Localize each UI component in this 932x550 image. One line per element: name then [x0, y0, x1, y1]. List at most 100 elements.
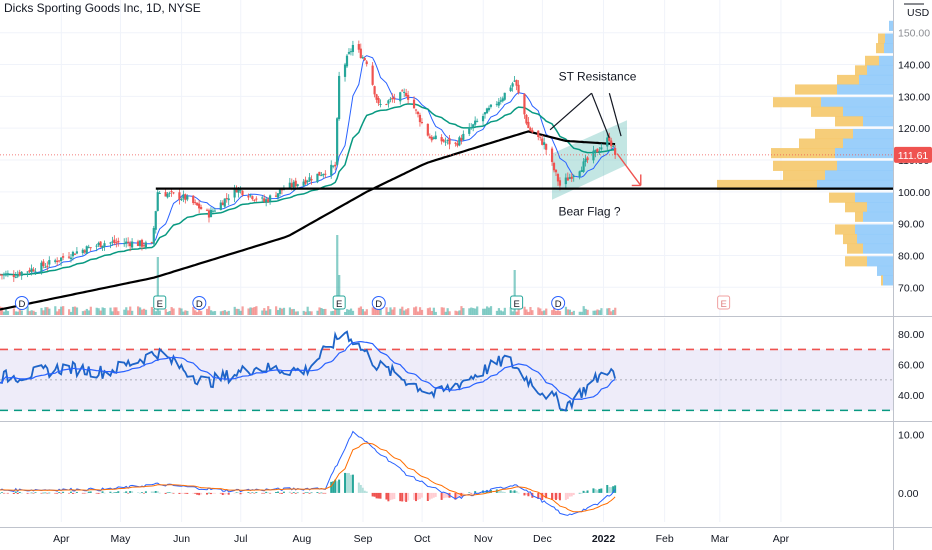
candle-body: [40, 262, 43, 273]
volume-bar: [594, 310, 597, 315]
candle-body: [140, 239, 144, 247]
price-axis-tick: 100.00: [898, 187, 930, 199]
candle-body: [60, 257, 63, 262]
time-axis[interactable]: Apr May Jun Jul Aug Sep Oct Nov Dec 2022 Feb Mar Apr: [53, 533, 789, 545]
volume-profile-bar: [881, 275, 883, 286]
macd-histogram-bar: [454, 492, 457, 500]
candle-body: [418, 114, 422, 123]
macd-histogram-bar: [178, 492, 181, 494]
macd-histogram-bar: [462, 492, 465, 494]
volume-bar: [523, 306, 526, 315]
marker-letter: D: [555, 299, 562, 310]
macd-histogram-bar: [253, 492, 256, 494]
candle-body: [529, 127, 532, 131]
candle-body: [306, 181, 309, 183]
macd-histogram-bar: [0, 492, 1, 494]
candle-body: [263, 198, 266, 202]
macd-histogram-bar: [182, 492, 185, 494]
macd-histogram-bar: [556, 492, 559, 499]
volume-bar: [172, 308, 175, 315]
macd-histogram-bar: [87, 491, 90, 493]
macd-histogram-bar: [89, 491, 92, 493]
candle-body: [274, 195, 278, 197]
currency-label[interactable]: USD: [907, 7, 930, 19]
candle-body: [596, 148, 599, 153]
macd-histogram-bar: [539, 492, 542, 498]
volume-bar: [485, 306, 489, 315]
candle-body: [434, 135, 437, 140]
macd-histogram-bar: [322, 492, 325, 494]
macd-histogram-bar: [48, 492, 51, 494]
volume-profile-bar: [811, 106, 843, 117]
macd-pane[interactable]: [0, 430, 617, 516]
volume-bar: [554, 310, 558, 315]
candle-body: [537, 130, 540, 138]
volume-profile-bar: [815, 128, 853, 140]
macd-histogram-bar: [513, 490, 516, 493]
volume-bar: [511, 311, 514, 315]
volume-bar: [405, 309, 408, 315]
volume-bar: [375, 308, 378, 315]
candle-body: [572, 175, 575, 178]
volume-bar: [610, 311, 613, 315]
candle-body: [432, 137, 435, 139]
macd-histogram-bar: [304, 492, 307, 493]
volume-profile-bar: [857, 233, 893, 245]
macd-histogram-bar: [103, 492, 106, 494]
candle-body: [330, 164, 333, 176]
macd-histogram-bar: [125, 491, 128, 493]
marker-letter: D: [18, 299, 25, 310]
macd-histogram-bar: [200, 492, 203, 495]
candle-body: [608, 136, 611, 141]
price-pane[interactable]: D D D D E E E E Dicks Sporting Goods Inc, 1D, N…: [0, 0, 893, 522]
annotation-pointer: [549, 92, 592, 131]
candle-body: [399, 92, 402, 102]
macd-histogram-bar: [600, 488, 603, 493]
volume-bar: [430, 310, 433, 315]
rsi-pane[interactable]: [0, 330, 893, 412]
candle-body: [14, 276, 17, 278]
volume-profile-bar: [835, 148, 893, 159]
sma-slow-line: [0, 130, 616, 311]
macd-histogram-bar: [379, 492, 382, 499]
volume-bar: [580, 311, 583, 315]
candle-body: [26, 271, 29, 273]
macd-histogram-bar: [517, 492, 520, 494]
macd-histogram-bar: [16, 492, 19, 495]
candle-body: [403, 91, 406, 93]
volume-bar: [415, 306, 418, 315]
macd-histogram-bar: [497, 490, 500, 493]
volume-bar: [570, 311, 573, 315]
candle-body: [158, 192, 161, 194]
macd-histogram-bar: [109, 491, 112, 493]
volume-profile-bar: [883, 275, 893, 286]
volume-bar: [233, 306, 236, 315]
volume-bar: [223, 310, 226, 315]
volume-profile-bar: [884, 43, 893, 54]
dividend-marker: D: [371, 296, 386, 310]
volume-bar: [537, 307, 540, 315]
macd-histogram-bar: [349, 474, 352, 493]
marker-letter: D: [196, 299, 203, 310]
volume-bar: [235, 308, 238, 315]
macd-histogram-bar: [407, 492, 410, 501]
volume-bar: [346, 309, 349, 315]
macd-histogram-bar: [470, 492, 473, 494]
candle-body: [391, 97, 394, 99]
candle-body: [241, 190, 244, 196]
candle-body: [168, 192, 171, 194]
volume-bar: [69, 311, 73, 315]
price-grid: [0, 0, 893, 522]
volume-bar: [344, 311, 347, 315]
time-axis-tick: Feb: [656, 533, 674, 545]
rsi-axis-tick: 80.00: [898, 329, 924, 341]
macd-histogram-bar: [20, 492, 23, 494]
macd-histogram-bar: [6, 492, 9, 494]
candle-body: [130, 241, 134, 248]
time-axis-tick: May: [111, 533, 132, 545]
candle-body: [123, 243, 126, 245]
macd-histogram-bar: [446, 492, 449, 498]
macd-histogram-bar: [357, 482, 360, 493]
candle-body: [302, 181, 305, 186]
